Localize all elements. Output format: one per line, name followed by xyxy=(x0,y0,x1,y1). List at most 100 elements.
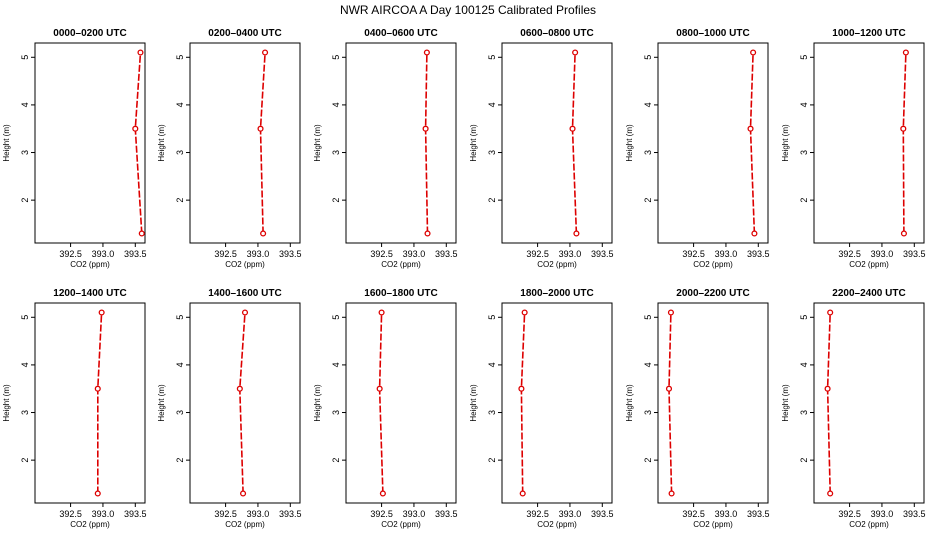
y-axis-label: Height (m) xyxy=(2,384,11,422)
x-tick-label: 393.0 xyxy=(715,509,738,519)
y-tick-label: 3 xyxy=(487,410,497,415)
profile-panel-12: 2200–2400 UTC 392.5 393.0 393.5 2 3 4 5 CO2 (ppm… xyxy=(781,288,926,529)
y-tick-label: 2 xyxy=(487,458,497,463)
y-tick-label: 3 xyxy=(643,410,653,415)
x-axis-label: CO2 (ppm) xyxy=(70,260,110,269)
data-point xyxy=(665,385,673,392)
data-point xyxy=(751,230,758,237)
y-tick-label: 4 xyxy=(643,102,653,107)
y-tick-label: 2 xyxy=(175,198,185,203)
y-axis-label: Height (m) xyxy=(469,384,478,422)
y-tick-label: 5 xyxy=(331,315,341,320)
figure-title: NWR AIRCOA A Day 100125 Calibrated Profi… xyxy=(340,3,596,17)
x-tick-label: 393.0 xyxy=(247,509,270,519)
x-tick-label: 393.5 xyxy=(435,509,458,519)
panel-title: 1000–1200 UTC xyxy=(832,28,905,39)
x-axis-label: CO2 (ppm) xyxy=(225,520,265,529)
data-point xyxy=(900,230,907,237)
data-point xyxy=(376,385,383,392)
y-axis-label: Height (m) xyxy=(781,384,790,422)
y-tick-label: 5 xyxy=(175,55,185,60)
y-tick-label: 5 xyxy=(487,55,497,60)
y-axis-label: Height (m) xyxy=(2,124,11,162)
y-tick-label: 4 xyxy=(331,362,341,367)
x-tick-label: 393.0 xyxy=(871,249,894,259)
panel-title: 2000–2200 UTC xyxy=(676,288,749,299)
x-tick-label: 392.5 xyxy=(682,509,705,519)
y-tick-label: 4 xyxy=(331,102,341,107)
data-point xyxy=(569,125,576,132)
y-tick-label: 4 xyxy=(487,102,497,107)
x-tick-label: 392.5 xyxy=(370,509,393,519)
profile-panel-4: 0600–0800 UTC 392.5 393.0 393.5 2 3 4 5 CO2 (ppm… xyxy=(469,28,614,269)
x-tick-label: 393.5 xyxy=(747,249,770,259)
x-axis-label: CO2 (ppm) xyxy=(537,260,577,269)
y-tick-label: 5 xyxy=(20,55,30,60)
data-point xyxy=(379,490,386,497)
profile-line xyxy=(424,52,429,234)
plot-frame xyxy=(345,302,457,504)
data-point xyxy=(138,230,145,237)
data-point xyxy=(424,230,431,237)
panel-title: 0400–0600 UTC xyxy=(364,28,437,39)
x-tick-label: 393.5 xyxy=(279,249,302,259)
profile-line xyxy=(259,52,266,234)
y-tick-label: 3 xyxy=(799,410,809,415)
profile-panel-9: 1600–1800 UTC 392.5 393.0 393.5 2 3 4 5 CO2 (ppm… xyxy=(313,288,458,529)
plot-frame xyxy=(813,42,925,244)
profile-line xyxy=(238,312,246,494)
panel-title: 0600–0800 UTC xyxy=(520,28,593,39)
y-tick-label: 5 xyxy=(643,315,653,320)
x-tick-label: 393.0 xyxy=(92,249,115,259)
y-tick-label: 3 xyxy=(643,150,653,155)
profile-panels: 0000–0200 UTC 392.5 393.0 393.5 2 3 4 5 CO2 (ppm… xyxy=(2,28,926,529)
plot-frame xyxy=(657,42,769,244)
y-tick-label: 2 xyxy=(643,458,653,463)
panel-title: 1400–1600 UTC xyxy=(208,288,281,299)
y-tick-label: 4 xyxy=(799,102,809,107)
data-point xyxy=(668,490,675,497)
panel-title: 2200–2400 UTC xyxy=(832,288,905,299)
profile-panel-3: 0400–0600 UTC 392.5 393.0 393.5 2 3 4 5 CO2 (ppm… xyxy=(313,28,458,269)
data-point xyxy=(236,385,243,392)
y-tick-label: 2 xyxy=(331,458,341,463)
data-point xyxy=(518,385,525,392)
x-tick-label: 393.5 xyxy=(903,509,926,519)
plot-frame xyxy=(501,302,613,504)
y-tick-label: 2 xyxy=(487,198,497,203)
y-tick-label: 3 xyxy=(799,150,809,155)
data-point xyxy=(257,125,264,132)
plot-frame xyxy=(189,42,301,244)
y-tick-label: 2 xyxy=(799,198,809,203)
x-tick-label: 392.5 xyxy=(370,249,393,259)
y-tick-label: 3 xyxy=(331,150,341,155)
profile-panel-6: 1000–1200 UTC 392.5 393.0 393.5 2 3 4 5 CO2 (ppm… xyxy=(781,28,926,269)
data-point xyxy=(132,125,139,132)
panel-title: 1600–1800 UTC xyxy=(364,288,437,299)
x-tick-label: 392.5 xyxy=(59,509,82,519)
plot-frame xyxy=(34,42,146,244)
profile-line xyxy=(668,312,673,494)
y-tick-label: 5 xyxy=(175,315,185,320)
data-point xyxy=(422,125,429,132)
x-axis-label: CO2 (ppm) xyxy=(70,520,110,529)
x-tick-label: 393.5 xyxy=(435,249,458,259)
data-point xyxy=(378,309,385,316)
y-axis-label: Height (m) xyxy=(625,384,634,422)
x-tick-label: 392.5 xyxy=(682,249,705,259)
x-tick-label: 393.0 xyxy=(559,509,582,519)
x-axis-label: CO2 (ppm) xyxy=(693,520,733,529)
data-point xyxy=(98,309,105,316)
y-tick-label: 5 xyxy=(331,55,341,60)
y-axis-label: Height (m) xyxy=(469,124,478,162)
profile-line xyxy=(134,52,143,234)
y-axis-label: Height (m) xyxy=(313,384,322,422)
y-tick-label: 3 xyxy=(175,410,185,415)
x-tick-label: 393.5 xyxy=(279,509,302,519)
y-tick-label: 5 xyxy=(487,315,497,320)
profile-line xyxy=(97,312,103,494)
x-tick-label: 392.5 xyxy=(214,509,237,519)
x-axis-label: CO2 (ppm) xyxy=(381,260,421,269)
data-point xyxy=(573,230,580,237)
x-axis-label: CO2 (ppm) xyxy=(537,520,577,529)
